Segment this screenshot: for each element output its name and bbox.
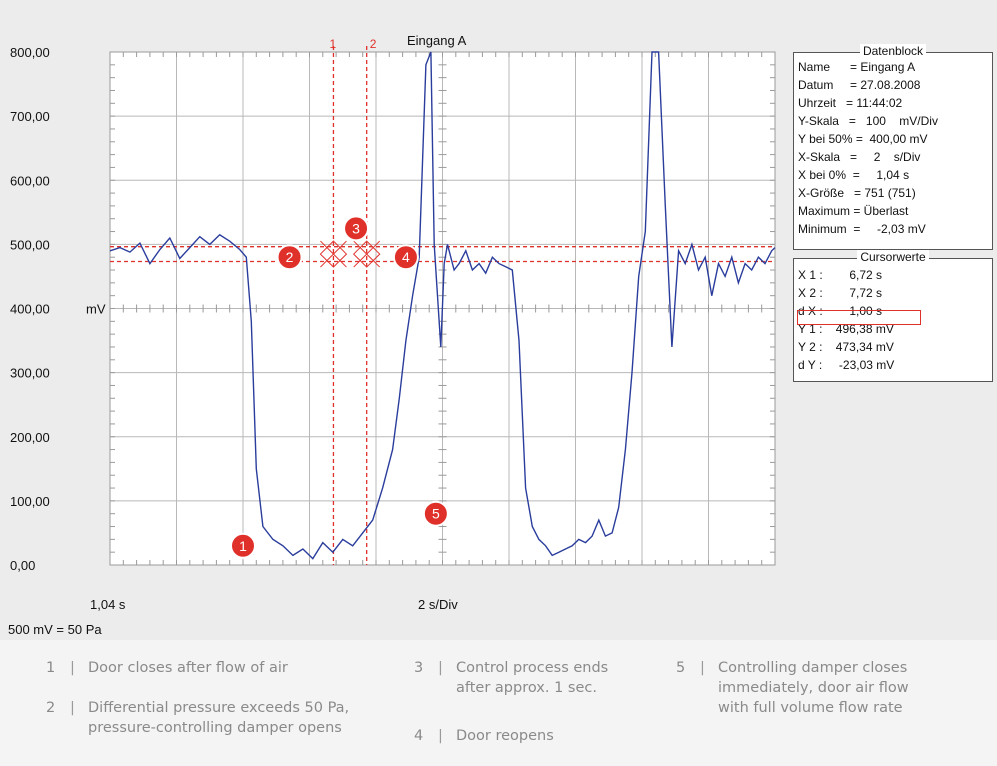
legend-number: 3 bbox=[414, 660, 424, 676]
annotation-marker-label: 3 bbox=[352, 220, 360, 236]
legend-text: Door closes after flow of air bbox=[88, 660, 288, 676]
y-tick-label: 500,00 bbox=[10, 237, 50, 252]
annotation-marker-label: 5 bbox=[432, 506, 440, 522]
footnote-pressure-conversion: 500 mV = 50 Pa bbox=[8, 622, 102, 637]
annotation-marker-circle bbox=[230, 532, 256, 559]
data-block-row: Name = Eingang A bbox=[798, 60, 916, 74]
y-tick-label: 400,00 bbox=[10, 302, 50, 317]
legend-number: 1 bbox=[46, 660, 56, 676]
dx-highlight-box bbox=[797, 310, 921, 325]
legend-item-1: 1 | Door closes after flow of air bbox=[46, 660, 288, 676]
cursor-x1-label: 1 bbox=[329, 37, 336, 51]
data-block-row: Y-Skala = 100 mV/Div bbox=[798, 114, 938, 128]
legend-text: Differential pressure exceeds 50 Pa, pre… bbox=[88, 700, 350, 736]
data-block-row: Uhrzeit = 11:44:02 bbox=[798, 96, 903, 110]
annotation-marker-label: 2 bbox=[286, 249, 294, 265]
data-block-row: Y bei 50% = 400,00 mV bbox=[798, 132, 928, 146]
annotation-marker-label: 1 bbox=[239, 538, 247, 554]
y-tick-label: 700,00 bbox=[10, 109, 50, 124]
data-block-row: X-Größe = 751 (751) bbox=[798, 186, 916, 200]
cursor-row: X 2 : 7,72 s bbox=[798, 286, 883, 300]
cursor-intersection-marker bbox=[352, 240, 381, 268]
legend-number: 4 bbox=[414, 728, 424, 744]
cursor-x2-label: 2 bbox=[370, 37, 377, 51]
data-block-row: X-Skala = 2 s/Div bbox=[798, 150, 921, 164]
y-tick-label: 600,00 bbox=[10, 173, 50, 188]
x-start-label: 1,04 s bbox=[90, 597, 126, 612]
legend-text: Door reopens bbox=[456, 728, 554, 744]
data-block-panel: Datenblock Name = Eingang A Datum = 27.0… bbox=[793, 44, 993, 250]
cursor-values-title: Cursorwerte bbox=[857, 250, 929, 264]
y-tick-label: 200,00 bbox=[10, 430, 50, 445]
annotation-marker-circle bbox=[343, 215, 370, 242]
data-block-title: Datenblock bbox=[859, 44, 927, 58]
chart-title: Eingang A bbox=[407, 33, 467, 48]
data-block-row: X bei 0% = 1,04 s bbox=[798, 168, 910, 182]
signal-trace bbox=[109, 51, 776, 560]
cursor-intersection-marker bbox=[319, 240, 348, 268]
annotation-marker-circle bbox=[276, 244, 303, 271]
cursor-row: d X : 1,00 s bbox=[798, 304, 883, 318]
legend-number: 2 bbox=[46, 700, 56, 716]
annotation-marker-circle bbox=[392, 244, 419, 271]
annotation-marker-circle bbox=[422, 500, 449, 527]
x-scale-label: 2 s/Div bbox=[418, 597, 458, 612]
y-tick-label: 100,00 bbox=[10, 494, 50, 509]
legend-item-2: 2 | Differential pressure exceeds 50 Pa, p… bbox=[46, 698, 406, 738]
legend-text: Control process ends after approx. 1 sec… bbox=[456, 660, 609, 696]
legend-panel: 1 | Door closes after flow of air 2 | Differ… bbox=[0, 640, 997, 766]
oscilloscope-panel: 0,00 100,00 200,00 300,00 400,00 mV 500,00 600,… bbox=[8, 33, 993, 637]
y-tick-label: 300,00 bbox=[10, 366, 50, 381]
annotation-marker-label: 4 bbox=[402, 249, 410, 265]
data-block-row: Datum = 27.08.2008 bbox=[798, 78, 921, 92]
cursor-intersection-cross bbox=[320, 240, 347, 268]
cursor-row: Y 2 : 473,34 mV bbox=[798, 340, 894, 354]
data-block-row: Minimum = -2,03 mV bbox=[798, 222, 926, 236]
legend-text: Controlling damper closes immediately, d… bbox=[718, 660, 909, 716]
legend-item-5: 5 | Controlling damper closes immediately,… bbox=[676, 658, 976, 718]
cursor-row: d Y : -23,03 mV bbox=[798, 358, 895, 372]
scope-chart: 0,00 100,00 200,00 300,00 400,00 mV 500,00 600,… bbox=[10, 33, 776, 573]
legend-item-4: 4 | Door reopens bbox=[414, 728, 554, 744]
legend-item-3: 3 | Control process ends after approx. 1 s… bbox=[414, 658, 664, 698]
y-unit-label: mV bbox=[86, 302, 106, 317]
data-block-row: Maximum = Überlast bbox=[798, 204, 909, 218]
cursor-row: Y 1 : 496,38 mV bbox=[798, 322, 894, 336]
y-tick-label: 800,00 bbox=[10, 45, 50, 60]
legend-number: 5 bbox=[676, 660, 686, 676]
cursor-row: X 1 : 6,72 s bbox=[798, 268, 883, 282]
cursor-intersection-cross bbox=[353, 240, 381, 268]
cursor-values-panel: Cursorwerte X 1 : 6,72 s X 2 : 7,72 s d … bbox=[793, 250, 993, 382]
y-tick-label: 0,00 bbox=[10, 558, 35, 573]
